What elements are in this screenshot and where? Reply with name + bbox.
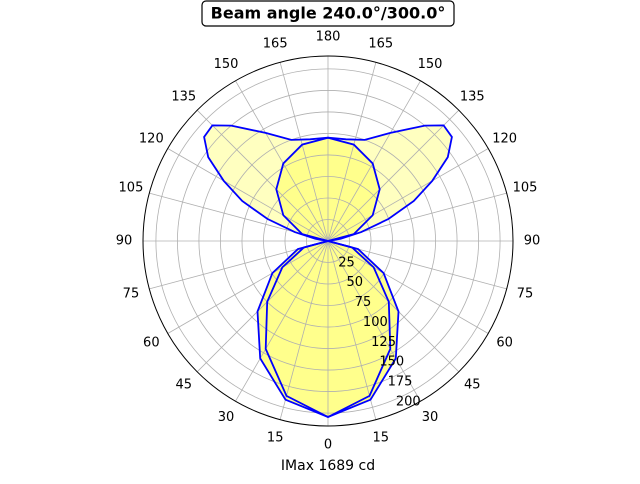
r-tick-label: 50 — [346, 275, 363, 290]
grid-spoke — [327, 240, 489, 334]
chart-title: Beam angle 240.0°/300.0° — [211, 4, 446, 23]
grid-spoke — [235, 240, 329, 402]
theta-tick-label: 180 — [316, 30, 341, 45]
theta-tick-label: 165 — [263, 36, 288, 51]
grid-spoke — [167, 148, 329, 242]
grid-spoke — [327, 109, 460, 242]
grid-spoke — [196, 240, 329, 373]
theta-tick-label: 30 — [422, 410, 439, 425]
theta-tick-label: 120 — [492, 132, 517, 147]
theta-tick-label: 60 — [496, 336, 513, 351]
r-tick-label: 125 — [371, 335, 396, 350]
theta-tick-label: 75 — [517, 286, 534, 301]
series-line — [264, 240, 392, 419]
r-tick-label: 200 — [396, 394, 421, 409]
grid-spoke — [327, 148, 489, 242]
theta-tick-label: 90 — [524, 234, 541, 249]
grid-spoke — [279, 240, 329, 420]
x-axis-label: IMax 1689 cd — [281, 458, 375, 474]
polar-frame — [142, 55, 514, 427]
grid-spoke — [327, 80, 421, 242]
theta-tick-label: 105 — [513, 181, 538, 196]
grid-spoke — [235, 80, 329, 242]
grid-spoke — [327, 240, 460, 373]
title-box — [201, 0, 455, 27]
theta-tick-label: 150 — [214, 57, 239, 72]
grid-spoke — [196, 109, 329, 242]
theta-tick-label: 45 — [175, 378, 192, 393]
theta-tick-label: 0 — [324, 438, 332, 453]
theta-tick-label: 15 — [373, 431, 390, 446]
theta-tick-label: 165 — [368, 36, 393, 51]
theta-tick-label: 15 — [267, 431, 284, 446]
theta-tick-label: 30 — [218, 410, 235, 425]
theta-tick-label: 105 — [119, 181, 144, 196]
r-tick-label: 150 — [379, 355, 404, 370]
theta-tick-label: 90 — [116, 234, 133, 249]
theta-tick-label: 150 — [418, 57, 443, 72]
r-tick-label: 25 — [338, 255, 355, 270]
theta-tick-label: 120 — [139, 132, 164, 147]
series-line — [275, 136, 381, 242]
theta-tick-label: 45 — [464, 378, 481, 393]
r-tick-label: 100 — [363, 315, 388, 330]
grid-spoke — [167, 240, 329, 334]
grid-spoke — [327, 240, 377, 420]
r-tick-label: 75 — [355, 295, 372, 310]
grid-spoke — [327, 62, 377, 242]
theta-tick-label: 135 — [171, 89, 196, 104]
theta-tick-label: 60 — [143, 336, 160, 351]
grid-spoke — [327, 240, 421, 402]
r-tick-label: 175 — [388, 375, 413, 390]
grid-spoke — [279, 62, 329, 242]
theta-tick-label: 135 — [460, 89, 485, 104]
theta-tick-label: 75 — [123, 286, 140, 301]
